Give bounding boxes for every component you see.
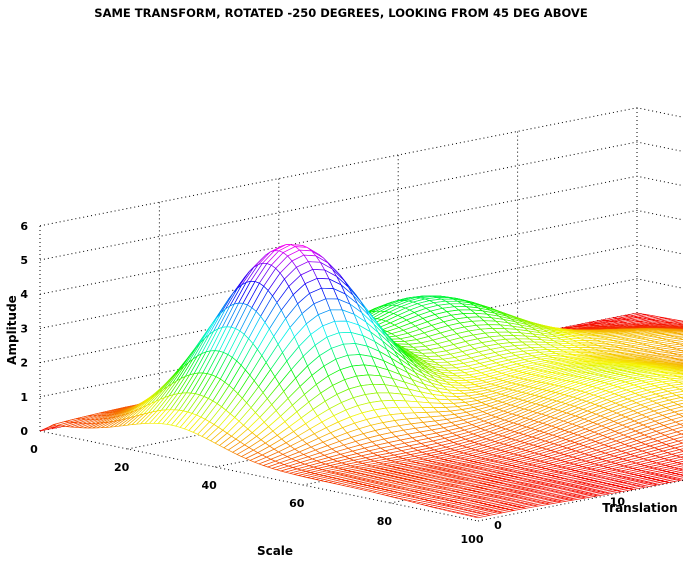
chart-title: SAME TRANSFORM, ROTATED -250 DEGREES, LO… <box>94 6 588 20</box>
grid-line <box>39 430 479 522</box>
grid-line <box>39 141 683 261</box>
grid-line <box>39 107 683 227</box>
surface-mesh <box>39 244 683 519</box>
grid-line <box>39 209 683 329</box>
grid-line <box>39 278 683 398</box>
grid-line <box>39 175 683 295</box>
